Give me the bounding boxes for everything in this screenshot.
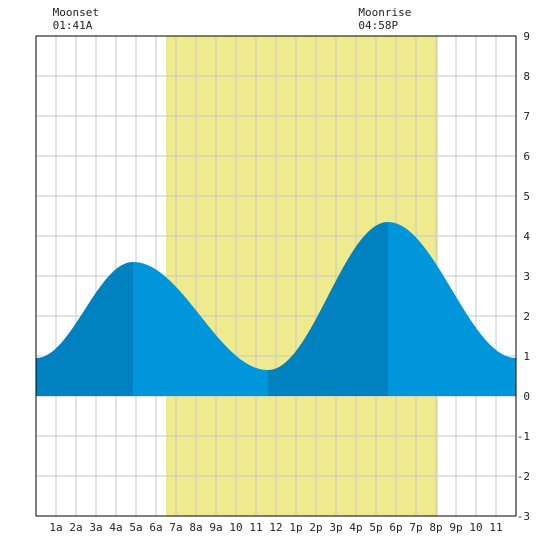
ebb-tide-segment [133, 262, 268, 396]
x-tick-label: 1a [49, 521, 62, 534]
y-tick-label: -3 [517, 510, 530, 523]
x-tick-label: 3p [329, 521, 342, 534]
x-tick-label: 11 [489, 521, 502, 534]
tide-area [36, 222, 516, 396]
x-tick-label: 5p [369, 521, 382, 534]
y-tick-label: 4 [523, 230, 530, 243]
flood-tide-segment [36, 262, 133, 396]
y-tick-label: -2 [517, 470, 530, 483]
moonrise-title: Moonrise [358, 6, 412, 19]
y-axis-ticks: -3 -2 -1 0 1 2 3 4 5 6 7 8 9 [517, 30, 531, 523]
moonrise-time: 04:58P [358, 19, 399, 32]
x-tick-label: 3a [89, 521, 102, 534]
moonset-label: Moonset 01:41A [53, 6, 99, 32]
x-tick-label: 6p [389, 521, 402, 534]
x-axis-ticks: 1a 2a 3a 4a 5a 6a 7a 8a 9a 10 11 12 1p 2p 3p 4p 5p 6p 7p 8p… [49, 521, 502, 534]
plot-frame [35, 35, 517, 517]
y-tick-label: 0 [523, 390, 530, 403]
x-tick-label: 2p [309, 521, 322, 534]
y-tick-label: 7 [523, 110, 530, 123]
y-tick-label: 2 [523, 310, 530, 323]
flood-tide-segment [268, 222, 388, 396]
x-tick-label: 9a [209, 521, 222, 534]
moonrise-label: Moonrise 04:58P [358, 6, 411, 32]
y-tick-label: 5 [523, 190, 530, 203]
ebb-tide-segment [388, 222, 516, 396]
x-tick-label: 4p [349, 521, 362, 534]
x-tick-label: 4a [109, 521, 122, 534]
x-tick-label: 10 [469, 521, 482, 534]
moonset-title: Moonset [52, 6, 99, 19]
x-tick-label: 12 [269, 521, 282, 534]
y-tick-label: -1 [517, 430, 530, 443]
moonset-time: 01:41A [52, 19, 93, 32]
x-tick-label: 2a [69, 521, 82, 534]
y-tick-label: 6 [523, 150, 530, 163]
x-tick-label: 6a [149, 521, 162, 534]
x-tick-label: 7p [409, 521, 422, 534]
y-tick-label: 8 [523, 70, 530, 83]
x-tick-label: 1p [289, 521, 302, 534]
x-tick-label: 8p [429, 521, 442, 534]
y-tick-label: 3 [523, 270, 530, 283]
x-tick-label: 8a [189, 521, 202, 534]
y-tick-label: 1 [523, 350, 530, 363]
x-tick-label: 9p [449, 521, 462, 534]
x-tick-label: 10 [229, 521, 242, 534]
y-tick-label: 9 [523, 30, 530, 43]
x-tick-label: 5a [129, 521, 142, 534]
grid [36, 36, 516, 516]
x-tick-label: 7a [169, 521, 182, 534]
x-tick-label: 11 [249, 521, 262, 534]
